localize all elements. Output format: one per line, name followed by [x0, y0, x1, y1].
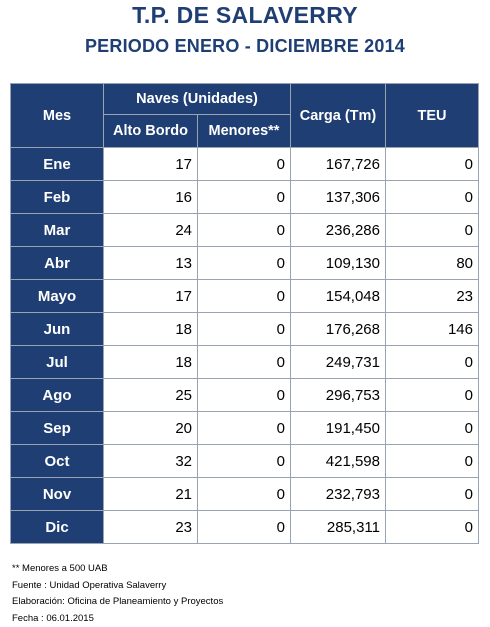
alto-bordo-cell: 16: [103, 180, 198, 214]
menores-cell: 0: [197, 180, 291, 214]
note-elaboracion: Elaboración: Oficina de Planeamiento y P…: [12, 596, 224, 607]
header-naves: Naves (Unidades): [103, 83, 291, 115]
carga-cell: 249,731: [290, 345, 386, 379]
teu-cell: 146: [385, 312, 479, 346]
menores-cell: 0: [197, 279, 291, 313]
carga-cell: 109,130: [290, 246, 386, 280]
menores-cell: 0: [197, 147, 291, 181]
menores-cell: 0: [197, 411, 291, 445]
table-row: Dic 23 0 285,311 0: [10, 510, 479, 544]
alto-bordo-cell: 18: [103, 312, 198, 346]
table-row: Oct 32 0 421,598 0: [10, 444, 479, 478]
month-cell: Jul: [10, 345, 104, 379]
header-carga: Carga (Tm): [290, 83, 386, 148]
month-cell: Sep: [10, 411, 104, 445]
teu-cell: 0: [385, 213, 479, 247]
menores-cell: 0: [197, 246, 291, 280]
table-row: Jun 18 0 176,268 146: [10, 312, 479, 346]
teu-cell: 0: [385, 510, 479, 544]
table-row: Feb 16 0 137,306 0: [10, 180, 479, 214]
teu-cell: 0: [385, 477, 479, 511]
month-cell: Ene: [10, 147, 104, 181]
teu-cell: 80: [385, 246, 479, 280]
month-cell: Dic: [10, 510, 104, 544]
menores-cell: 0: [197, 477, 291, 511]
menores-cell: 0: [197, 312, 291, 346]
menores-cell: 0: [197, 510, 291, 544]
alto-bordo-cell: 17: [103, 147, 198, 181]
table-row: Abr 13 0 109,130 80: [10, 246, 479, 280]
port-traffic-table: Mes Naves (Unidades) Carga (Tm) TEU Alto…: [10, 83, 479, 544]
carga-cell: 236,286: [290, 213, 386, 247]
month-cell: Mar: [10, 213, 104, 247]
menores-cell: 0: [197, 345, 291, 379]
carga-cell: 154,048: [290, 279, 386, 313]
carga-cell: 191,450: [290, 411, 386, 445]
carga-cell: 421,598: [290, 444, 386, 478]
page-title: T.P. DE SALAVERRY: [132, 2, 358, 28]
alto-bordo-cell: 13: [103, 246, 198, 280]
month-cell: Jun: [10, 312, 104, 346]
table-row: Jul 18 0 249,731 0: [10, 345, 479, 379]
month-cell: Feb: [10, 180, 104, 214]
carga-cell: 296,753: [290, 378, 386, 412]
menores-cell: 0: [197, 213, 291, 247]
note-fecha: Fecha : 06.01.2015: [12, 612, 94, 624]
page-subtitle: PERIODO ENERO - DICIEMBRE 2014: [84, 36, 406, 56]
teu-cell: 0: [385, 411, 479, 445]
menores-cell: 0: [197, 378, 291, 412]
carga-cell: 232,793: [290, 477, 386, 511]
alto-bordo-cell: 24: [103, 213, 198, 247]
header-menores: Menores**: [197, 114, 291, 148]
note-menores: ** Menores a 500 UAB: [12, 563, 108, 574]
alto-bordo-cell: 21: [103, 477, 198, 511]
carga-cell: 176,268: [290, 312, 386, 346]
teu-cell: 0: [385, 378, 479, 412]
table-row: Ene 17 0 167,726 0: [10, 147, 479, 181]
carga-cell: 137,306: [290, 180, 386, 214]
month-cell: Oct: [10, 444, 104, 478]
teu-cell: 23: [385, 279, 479, 313]
alto-bordo-cell: 25: [103, 378, 198, 412]
table-row: Nov 21 0 232,793 0: [10, 477, 479, 511]
alto-bordo-cell: 32: [103, 444, 198, 478]
header-mes: Mes: [10, 83, 104, 148]
alto-bordo-cell: 18: [103, 345, 198, 379]
table-row: Sep 20 0 191,450 0: [10, 411, 479, 445]
footnotes: ** Menores a 500 UAB Fuente : Unidad Ope…: [12, 561, 223, 627]
carga-cell: 167,726: [290, 147, 386, 181]
month-cell: Nov: [10, 477, 104, 511]
table-row: Mayo 17 0 154,048 23: [10, 279, 479, 313]
month-cell: Mayo: [10, 279, 104, 313]
header-teu: TEU: [385, 83, 479, 148]
table-row: Mar 24 0 236,286 0: [10, 213, 479, 247]
month-cell: Ago: [10, 378, 104, 412]
carga-cell: 285,311: [290, 510, 386, 544]
alto-bordo-cell: 17: [103, 279, 198, 313]
teu-cell: 0: [385, 444, 479, 478]
teu-cell: 0: [385, 180, 479, 214]
table-row: Ago 25 0 296,753 0: [10, 378, 479, 412]
month-cell: Abr: [10, 246, 104, 280]
teu-cell: 0: [385, 147, 479, 181]
alto-bordo-cell: 20: [103, 411, 198, 445]
teu-cell: 0: [385, 345, 479, 379]
header-alto-bordo: Alto Bordo: [103, 114, 198, 148]
menores-cell: 0: [197, 444, 291, 478]
alto-bordo-cell: 23: [103, 510, 198, 544]
note-fuente: Fuente : Unidad Operativa Salaverry: [12, 579, 167, 591]
